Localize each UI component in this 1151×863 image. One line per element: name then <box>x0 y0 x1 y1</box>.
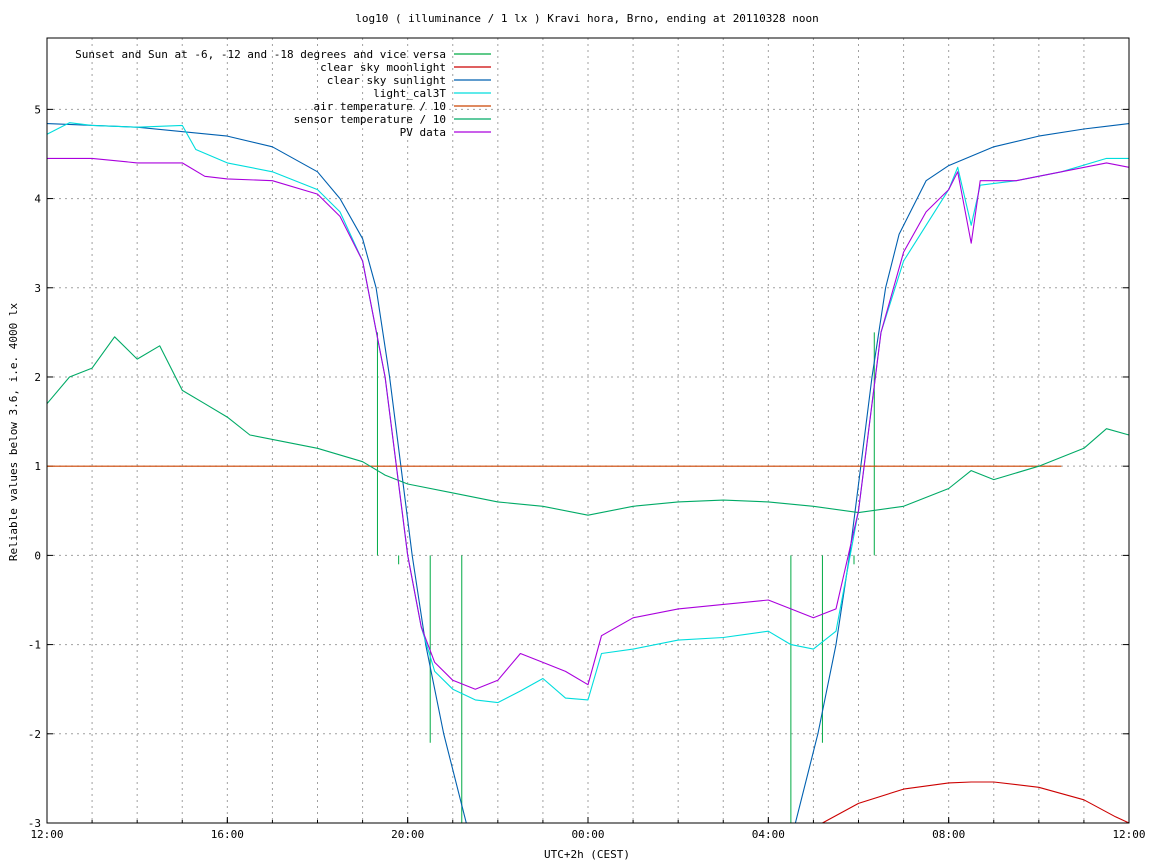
x-tick-label: 20:00 <box>391 828 424 841</box>
series-6 <box>47 157 1130 690</box>
x-tick-label: 04:00 <box>752 828 785 841</box>
x-ticks: 12:00 16:00 20:00 00:00 04:00 08:00 12:00 <box>30 817 1146 841</box>
x-tick-label: 00:00 <box>571 828 604 841</box>
legend-label: clear sky sunlight <box>327 74 446 87</box>
series-1 <box>822 781 1130 824</box>
y-ticks: -3 -2 -1 0 1 2 3 4 5 <box>28 103 1129 830</box>
y-tick-label: -3 <box>28 817 41 830</box>
y-tick-label: 3 <box>34 282 41 295</box>
chart-title: log10 ( illuminance / 1 lx ) Kravi hora,… <box>355 12 819 25</box>
series-5 <box>46 336 1130 516</box>
x-tick-label: 08:00 <box>932 828 965 841</box>
y-tick-label: 4 <box>34 193 41 206</box>
x-axis-label: UTC+2h (CEST) <box>544 848 630 861</box>
series-2 <box>46 123 1130 824</box>
legend-label: sensor temperature / 10 <box>294 113 446 126</box>
series-0 <box>376 332 875 823</box>
x-tick-label: 12:00 <box>1112 828 1145 841</box>
y-tick-label: 2 <box>34 371 41 384</box>
legend-label: PV data <box>400 126 446 139</box>
x-tick-label: 12:00 <box>30 828 63 841</box>
y-tick-label: 1 <box>34 460 41 473</box>
x-tick-label: 16:00 <box>211 828 244 841</box>
series-line <box>822 781 1130 824</box>
y-axis-label: Reliable values below 3.6, i.e. 4000 lx <box>7 302 20 561</box>
y-tick-label: -1 <box>28 639 41 652</box>
y-tick-label: -2 <box>28 728 41 741</box>
plot-frame <box>46 37 1130 824</box>
y-tick-label: 5 <box>34 103 41 116</box>
series-line <box>46 123 1130 824</box>
legend-label: Sunset and Sun at -6, -12 and -18 degree… <box>75 48 446 61</box>
series-line <box>47 157 1130 690</box>
legend-label: light_cal3T <box>373 87 446 100</box>
legend-label: air temperature / 10 <box>314 100 446 113</box>
series-line <box>46 336 1130 516</box>
legend-label: clear sky moonlight <box>320 61 446 74</box>
y-tick-label: 0 <box>34 549 41 562</box>
legend: Sunset and Sun at -6, -12 and -18 degree… <box>75 48 491 139</box>
